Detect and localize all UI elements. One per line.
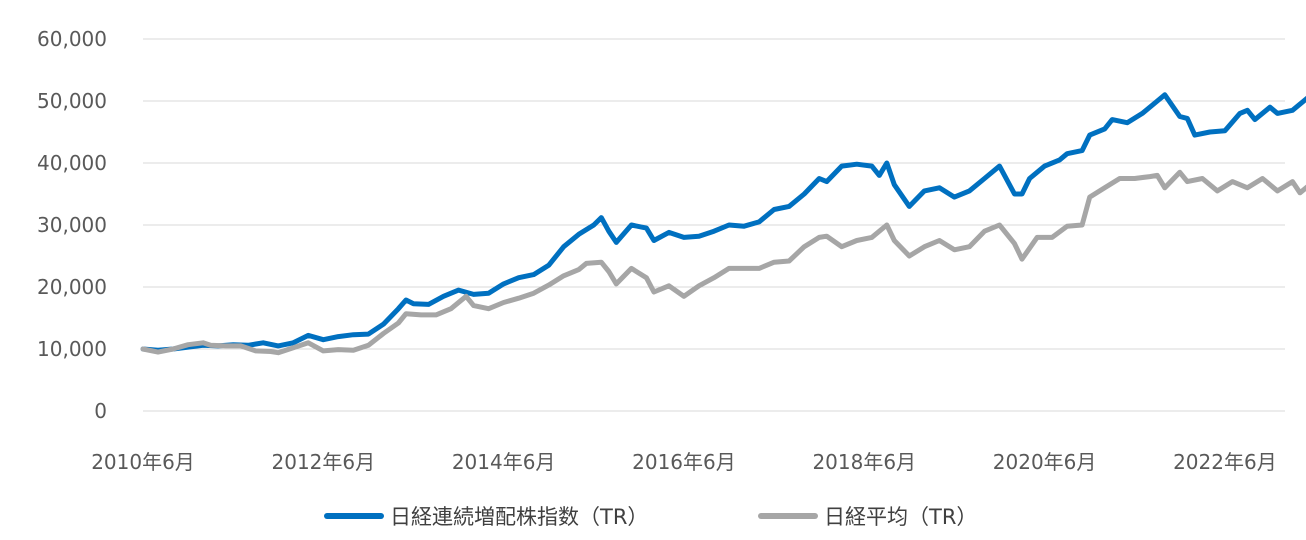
y-axis-tick-labels: 0 10,000 20,000 30,000 40,000 50,000 60,000: [37, 27, 107, 423]
y-tick-label: 30,000: [37, 213, 107, 237]
y-tick-label: 0: [94, 399, 107, 423]
y-tick-label: 60,000: [37, 27, 107, 51]
gridlines: [143, 38, 1285, 412]
y-tick-label: 50,000: [37, 89, 107, 113]
x-tick-label: 2022年6月: [1173, 450, 1277, 474]
y-tick-label: 10,000: [37, 337, 107, 361]
legend-label-2: 日経平均（TR）: [824, 505, 977, 529]
y-tick-label: 40,000: [37, 151, 107, 175]
series-lines: [140, 92, 1306, 356]
series-line-1: [140, 92, 1306, 353]
y-tick-label: 20,000: [37, 275, 107, 299]
series-line-2: [140, 169, 1306, 356]
x-tick-label: 2016年6月: [632, 450, 736, 474]
x-tick-label: 2020年6月: [993, 450, 1097, 474]
legend-label-1: 日経連続増配株指数（TR）: [390, 505, 648, 529]
x-tick-label: 2014年6月: [452, 450, 556, 474]
x-axis-tick-labels: 2010年6月 2012年6月 2014年6月 2016年6月 2018年6月 2020年…: [91, 450, 1277, 474]
x-tick-label: 2018年6月: [812, 450, 916, 474]
x-tick-label: 2010年6月: [91, 450, 195, 474]
legend: 日経連続増配株指数（TR） 日経平均（TR）: [324, 505, 977, 529]
x-tick-label: 2012年6月: [272, 450, 376, 474]
